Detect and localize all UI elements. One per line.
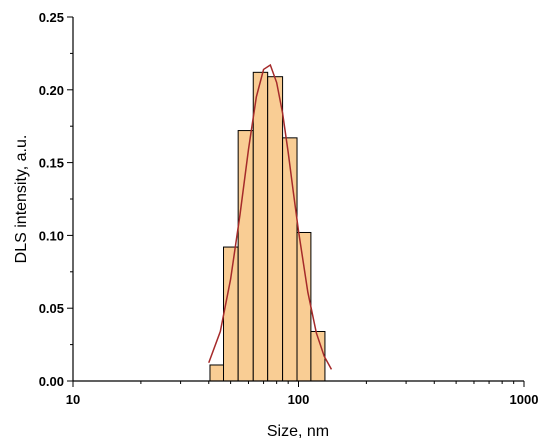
bar — [252, 71, 269, 382]
y-tick-label: 0.20 — [39, 83, 64, 98]
y-tick-label: 0.15 — [39, 156, 64, 171]
bar — [223, 246, 239, 382]
y-tick-label: 0.05 — [39, 301, 64, 316]
bar — [267, 76, 284, 382]
y-tick-label: 0.00 — [39, 374, 64, 389]
fit-curve — [208, 63, 333, 370]
y-axis-label: DLS intensity, a.u. — [13, 135, 30, 264]
x-axis-label: Size, nm — [267, 423, 329, 440]
y-tick-label: 0.25 — [39, 10, 64, 25]
x-tick-label: 100 — [288, 392, 310, 407]
x-tick-label: 1000 — [510, 392, 539, 407]
y-tick-label: 0.10 — [39, 228, 64, 243]
bar — [282, 137, 298, 382]
x-tick-label: 10 — [66, 392, 80, 407]
bar — [209, 364, 225, 382]
bar — [296, 231, 312, 382]
